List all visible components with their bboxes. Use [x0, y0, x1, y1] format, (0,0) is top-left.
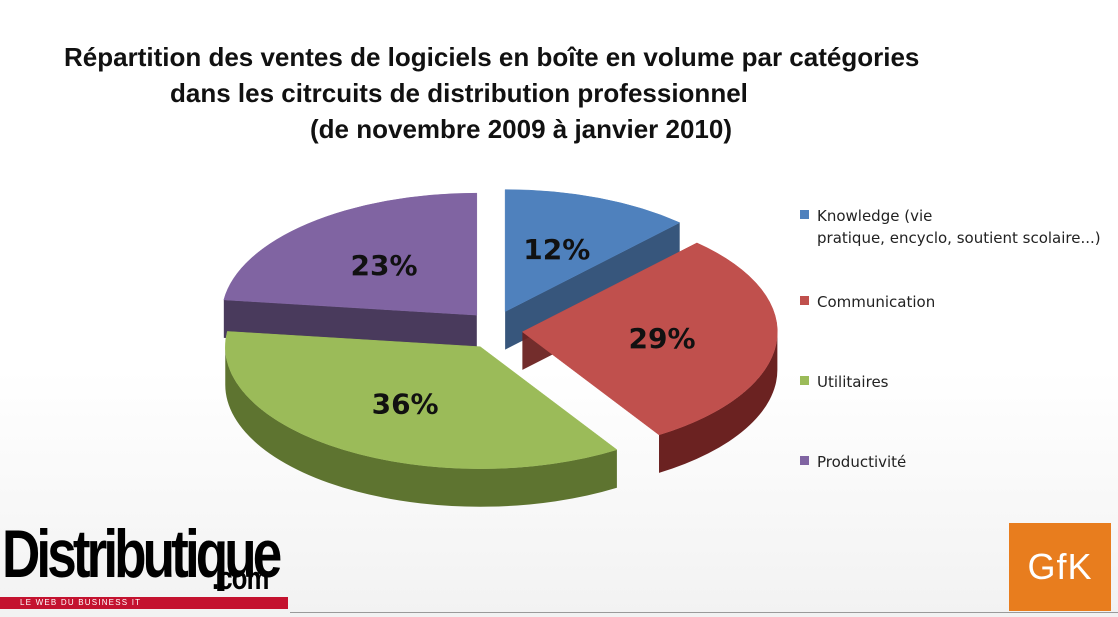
- legend-swatch: [800, 376, 809, 385]
- divider: [290, 612, 1118, 613]
- legend-label: Knowledge (vie pratique, encyclo, soutien…: [817, 205, 1101, 249]
- gfk-logo: GfK: [1009, 523, 1111, 611]
- title-line-3: (de novembre 2009 à janvier 2010): [310, 114, 733, 144]
- legend-label: Productivité: [817, 451, 906, 473]
- pie-side-3: [225, 346, 617, 507]
- pie-label-3: 36%: [372, 387, 439, 420]
- pie-slice-4: [223, 192, 478, 316]
- distributique-logo-com: .com: [212, 560, 269, 596]
- pie-side-2: [659, 331, 778, 473]
- pie-wall-1: [505, 222, 680, 350]
- legend-label-line: Utilitaires: [817, 373, 889, 391]
- distributique-logo: Distributique .com LE WEB DU BUSINESS IT: [0, 515, 290, 610]
- distributique-logo-word: Distributique: [2, 516, 282, 592]
- legend-label-line: pratique, encyclo, soutient scolaire...): [817, 229, 1101, 247]
- pie-label-4: 23%: [351, 249, 418, 282]
- legend-label: Utilitaires: [817, 371, 888, 393]
- distributique-logo-tagline: LE WEB DU BUSINESS IT: [0, 597, 288, 609]
- legend-label-line: Communication: [817, 293, 936, 311]
- legend-swatch: [800, 210, 809, 219]
- pie-label-2: 29%: [628, 322, 695, 355]
- pie-label-1: 12%: [523, 233, 590, 266]
- pie-slice-1: [504, 189, 681, 312]
- legend-label-line: Knowledge (vie: [817, 207, 933, 225]
- legend-swatch: [800, 456, 809, 465]
- pie-slice-2: [521, 242, 778, 436]
- title-line-2: dans les citrcuits de distribution profe…: [170, 78, 748, 108]
- legend-label-line: Productivité: [817, 453, 907, 471]
- title-line-1: Répartition des ventes de logiciels en b…: [64, 42, 920, 72]
- pie-slice-3: [225, 331, 618, 469]
- legend-swatch: [800, 296, 809, 305]
- legend-label: Communication: [817, 291, 935, 313]
